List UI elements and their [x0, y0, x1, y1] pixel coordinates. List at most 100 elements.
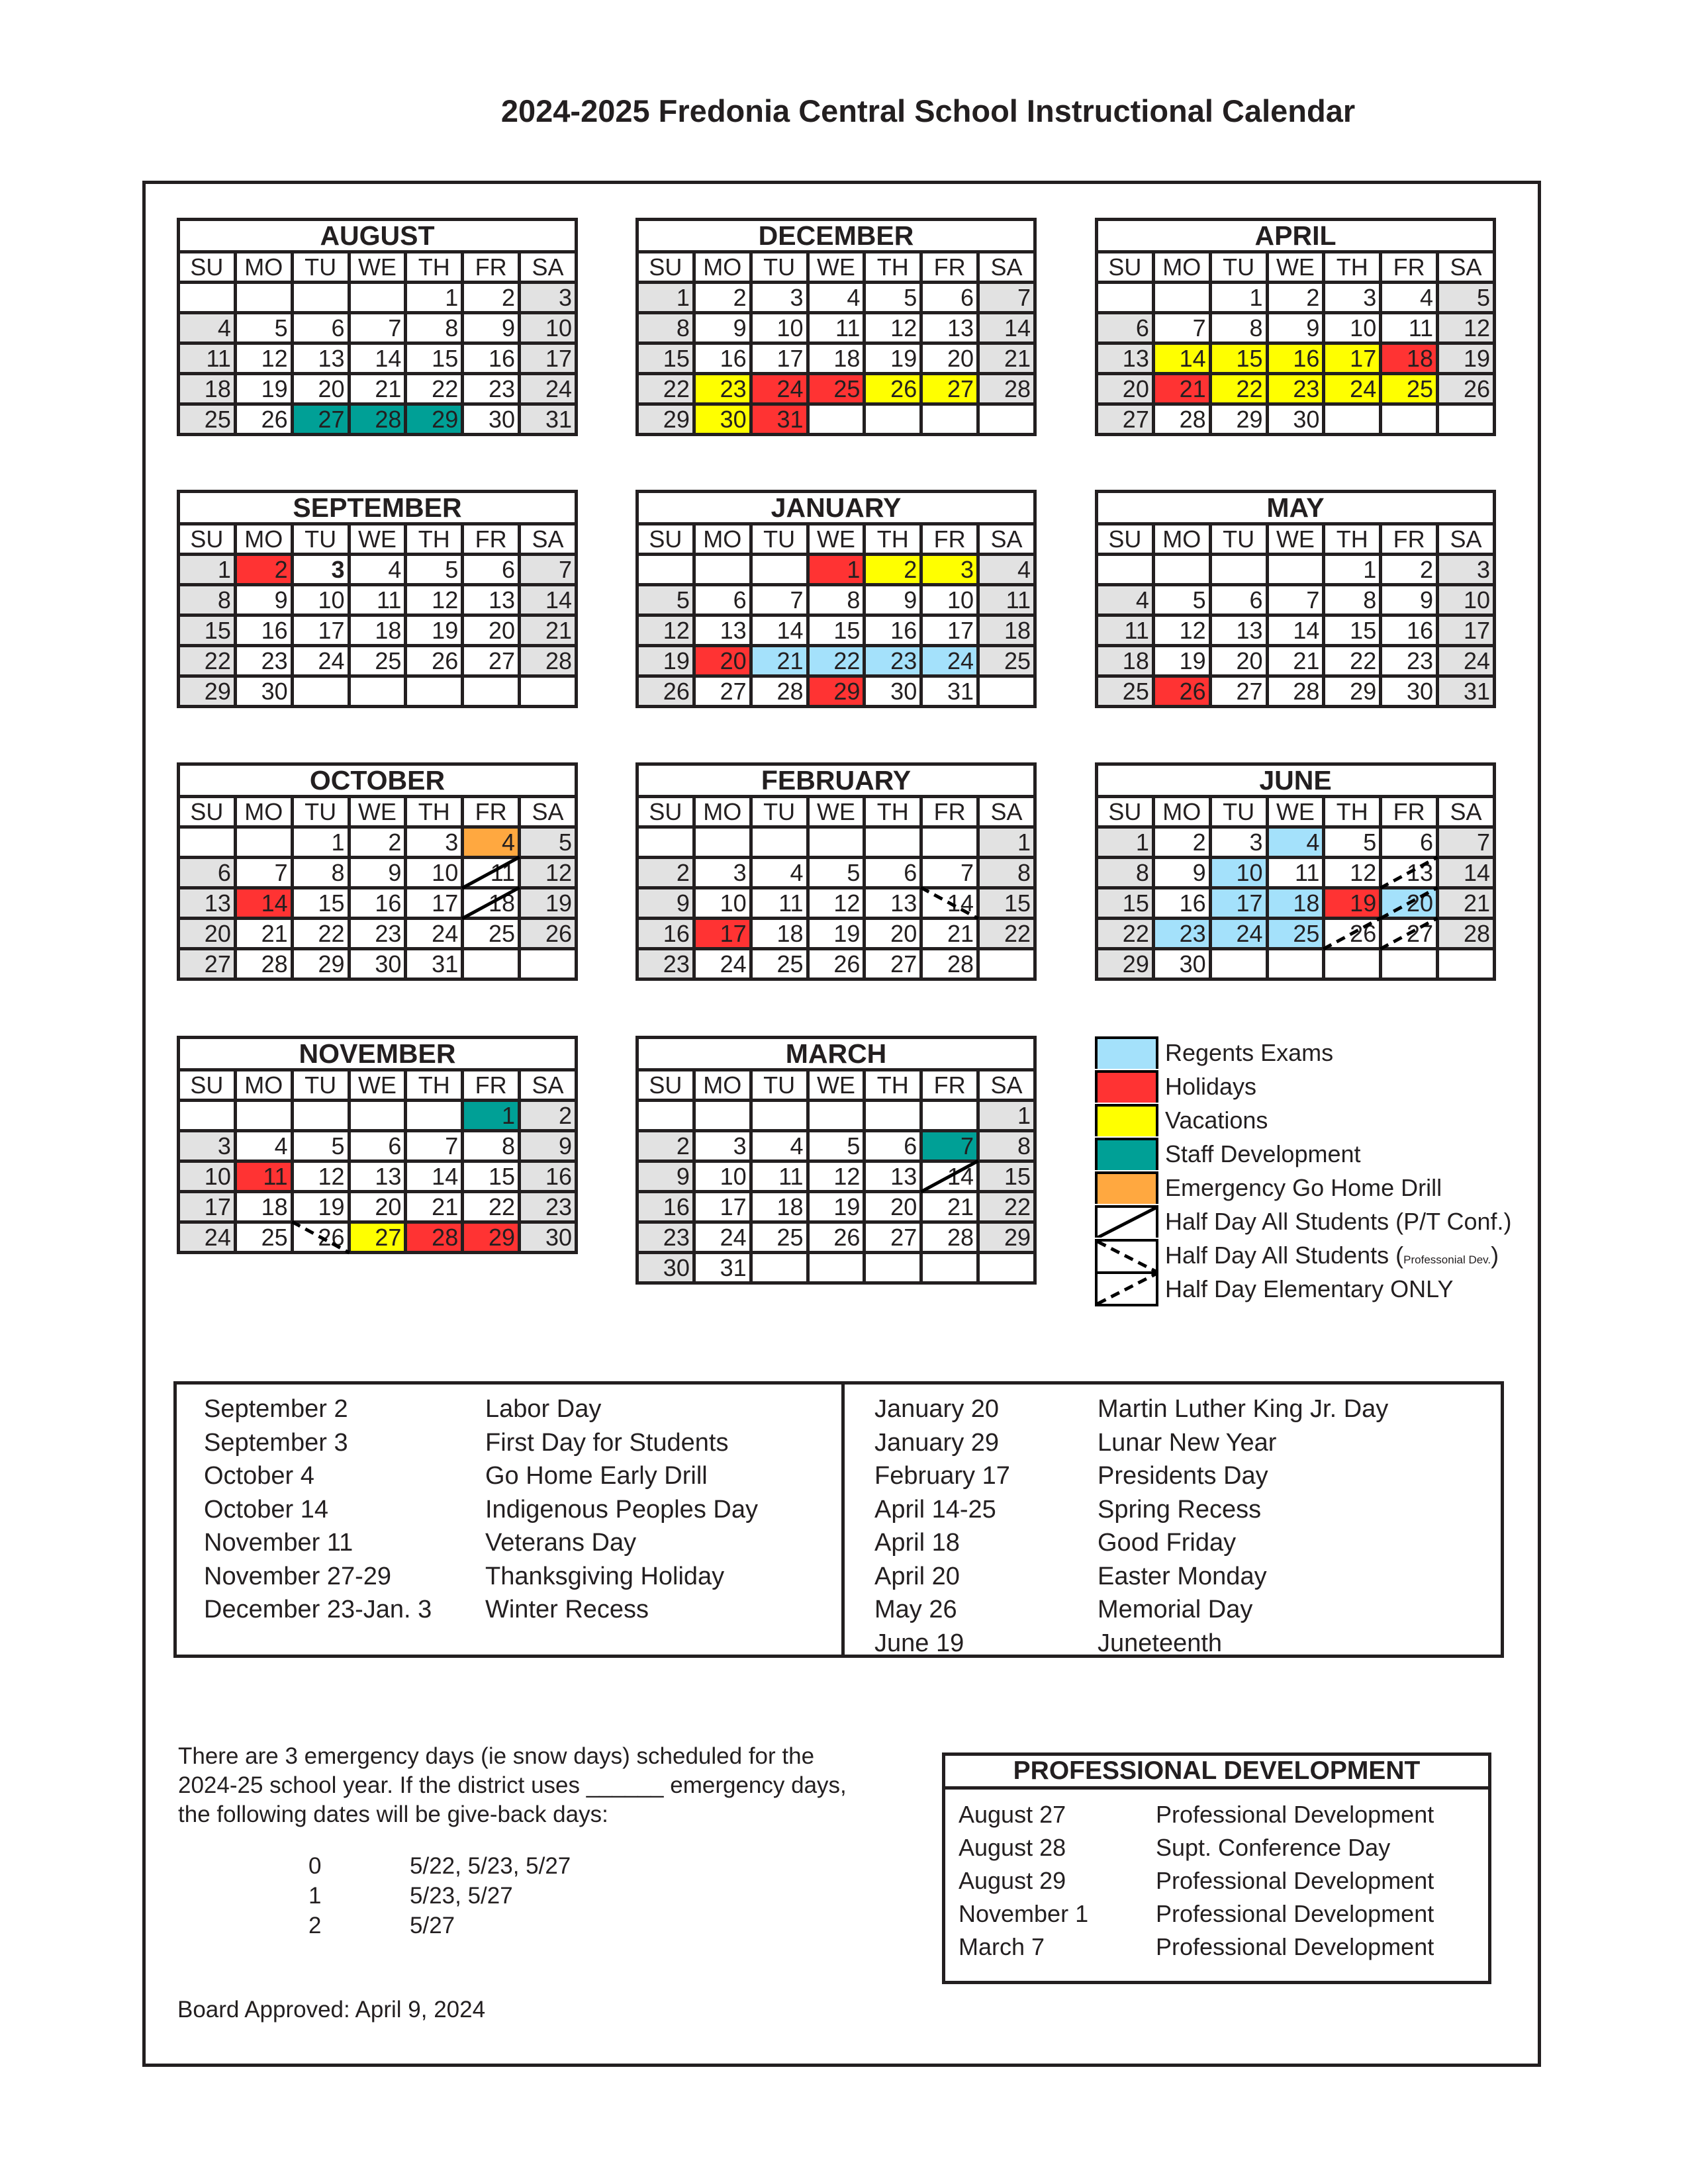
day-cell: 25 [749, 947, 810, 981]
week-row: 9 10 11 12 13 14 15 [635, 1160, 1037, 1193]
day-cell: 27 [863, 947, 923, 981]
day-cell: 18 [1265, 886, 1326, 920]
day-cell: 2 [233, 553, 294, 586]
day-name: TU [1208, 250, 1269, 284]
day-cell: 21 [518, 614, 578, 647]
day-cell: 13 [1208, 614, 1269, 647]
day-name: MO [1151, 522, 1212, 556]
day-cell: 28 [404, 1220, 465, 1254]
day-cell: 16 [635, 917, 696, 950]
day-cell: 8 [635, 311, 696, 345]
day-name: WE [806, 795, 867, 829]
day-cell: 26 [863, 372, 923, 406]
pd-date: November 1 [959, 1900, 1089, 1927]
day-cell: 3 [919, 553, 980, 586]
holiday-list-divider [841, 1385, 845, 1655]
month-title: MARCH [635, 1036, 1037, 1071]
day-cell: 23 [1151, 917, 1212, 950]
legend-swatch-vacation [1095, 1104, 1158, 1136]
day-name: FR [461, 250, 522, 284]
holiday-name: Memorial Day [1098, 1596, 1253, 1623]
week-row: 16 17 18 19 20 21 22 [635, 917, 1037, 950]
empty-day-cell [863, 1099, 923, 1132]
day-cell: 6 [290, 311, 351, 345]
day-cell: 8 [976, 856, 1037, 889]
empty-day-cell [635, 1099, 696, 1132]
empty-day-cell [919, 402, 980, 436]
day-cell: 19 [806, 917, 867, 950]
day-cell: 5 [863, 281, 923, 314]
empty-day-cell [1095, 553, 1155, 586]
emergency-line: There are 3 emergency days (ie snow days… [178, 1743, 815, 1769]
day-name: WE [806, 250, 867, 284]
day-cell: 5 [518, 825, 578, 859]
day-cell: 3 [404, 825, 465, 859]
giveback-dates: 5/23, 5/27 [410, 1883, 513, 1909]
day-cell: 24 [1322, 372, 1383, 406]
day-cell: 12 [635, 614, 696, 647]
page-title: 2024-2025 Fredonia Central School Instru… [500, 93, 1356, 128]
day-cell: 29 [806, 674, 867, 708]
day-cell: 9 [1265, 311, 1326, 345]
day-cell: 25 [461, 917, 522, 950]
week-row: 27 28 29 30 [1095, 402, 1496, 436]
day-cell: 31 [692, 1251, 753, 1285]
legend-item-holiday: Holidays [1095, 1069, 1512, 1103]
half-day-elementary-slash-icon [1380, 887, 1438, 919]
day-cell: 24 [518, 372, 578, 406]
day-cell: 13 [347, 1160, 408, 1193]
day-cell: 31 [749, 402, 810, 436]
day-name: WE [347, 795, 408, 829]
day-cell: 26 [1322, 917, 1383, 950]
week-row: 4 5 6 7 8 9 10 [1095, 583, 1496, 617]
legend-swatch-regents [1095, 1036, 1158, 1069]
holiday-name: Lunar New Year [1098, 1428, 1277, 1457]
empty-day-cell [692, 825, 753, 859]
day-cell: 16 [347, 886, 408, 920]
empty-day-cell [177, 281, 237, 314]
day-cell: 10 [692, 886, 753, 920]
day-cell: 6 [347, 1129, 408, 1163]
day-name: WE [806, 1068, 867, 1102]
day-cell: 5 [1436, 281, 1496, 314]
day-name: WE [1265, 522, 1326, 556]
day-cell: 1 [635, 281, 696, 314]
month-title: JANUARY [635, 490, 1037, 525]
day-cell: 10 [749, 311, 810, 345]
day-cell: 19 [290, 1190, 351, 1224]
day-cell: 17 [1322, 341, 1383, 375]
day-cell: 1 [404, 281, 465, 314]
calendar-frame [142, 181, 1541, 2067]
day-cell: 18 [976, 614, 1037, 647]
empty-day-cell [976, 402, 1037, 436]
day-cell: 31 [919, 674, 980, 708]
empty-day-cell [1208, 947, 1269, 981]
month-october: OCTOBER SU MO TU WE TH FR SA 1 2 3 4 5 6 7 8 9 10 11 12 13 14… [177, 762, 578, 981]
day-cell: 4 [177, 311, 237, 345]
day-cell: 24 [290, 644, 351, 678]
empty-day-cell [863, 402, 923, 436]
day-cell: 13 [863, 886, 923, 920]
day-cell: 4 [976, 553, 1037, 586]
day-cell: 1 [806, 553, 867, 586]
day-cell: 5 [290, 1129, 351, 1163]
day-cell: 21 [233, 917, 294, 950]
day-cell: 24 [177, 1220, 237, 1254]
pd-description: Professional Development [1156, 1867, 1434, 1894]
week-row: 17 18 19 20 21 22 23 [177, 1190, 578, 1224]
week-row: 11 12 13 14 15 16 17 [1095, 614, 1496, 647]
day-name: FR [919, 250, 980, 284]
half-day-elementary-slash-icon [1380, 857, 1438, 888]
day-cell: 30 [1151, 947, 1212, 981]
professional-development-title: PROFESSIONAL DEVELOPMENT [945, 1756, 1488, 1790]
holiday-name: First Day for Students [485, 1428, 729, 1457]
day-cell: 24 [692, 947, 753, 981]
day-cell: 28 [976, 372, 1037, 406]
holiday-date: November 11 [204, 1529, 353, 1557]
day-cell: 7 [347, 311, 408, 345]
giveback-used: 1 [308, 1883, 322, 1909]
day-cell: 30 [1379, 674, 1440, 708]
legend-swatch-halfElem [1095, 1271, 1158, 1306]
week-row: 13 14 15 16 17 18 19 [1095, 341, 1496, 375]
